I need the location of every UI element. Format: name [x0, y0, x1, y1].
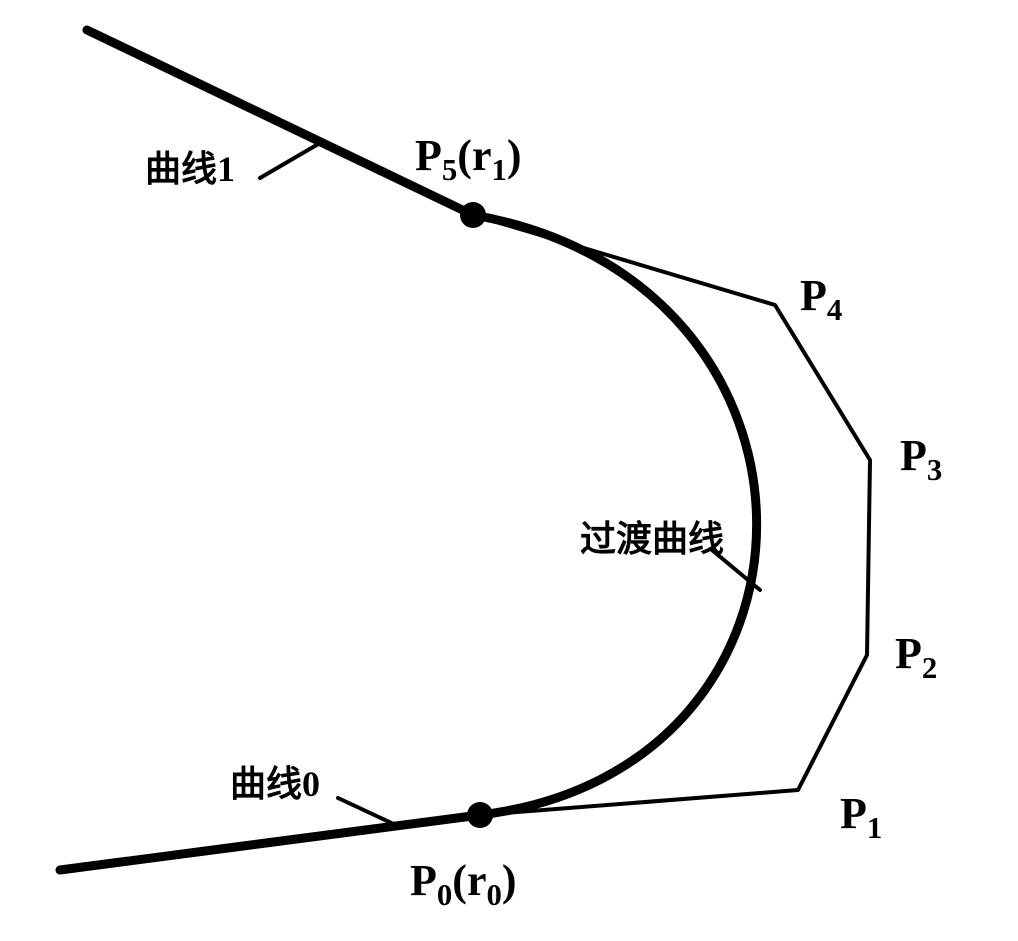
curve1-label: 曲线1 — [145, 140, 235, 192]
p5-label: P5(r1) — [415, 130, 522, 188]
p1-label: P1 — [840, 788, 882, 846]
p2-label: P2 — [895, 628, 937, 686]
transition-curve-label: 过渡曲线 — [580, 510, 724, 562]
bezier-diagram: 曲线0 曲线1 过渡曲线 P0(r0) P1 P2 P3 P4 P5(r1) — [0, 0, 1018, 936]
curve0-label: 曲线0 — [230, 755, 320, 807]
p3-label: P3 — [900, 430, 942, 488]
p0-label: P0(r0) — [410, 855, 517, 913]
p4-label: P4 — [800, 270, 842, 328]
